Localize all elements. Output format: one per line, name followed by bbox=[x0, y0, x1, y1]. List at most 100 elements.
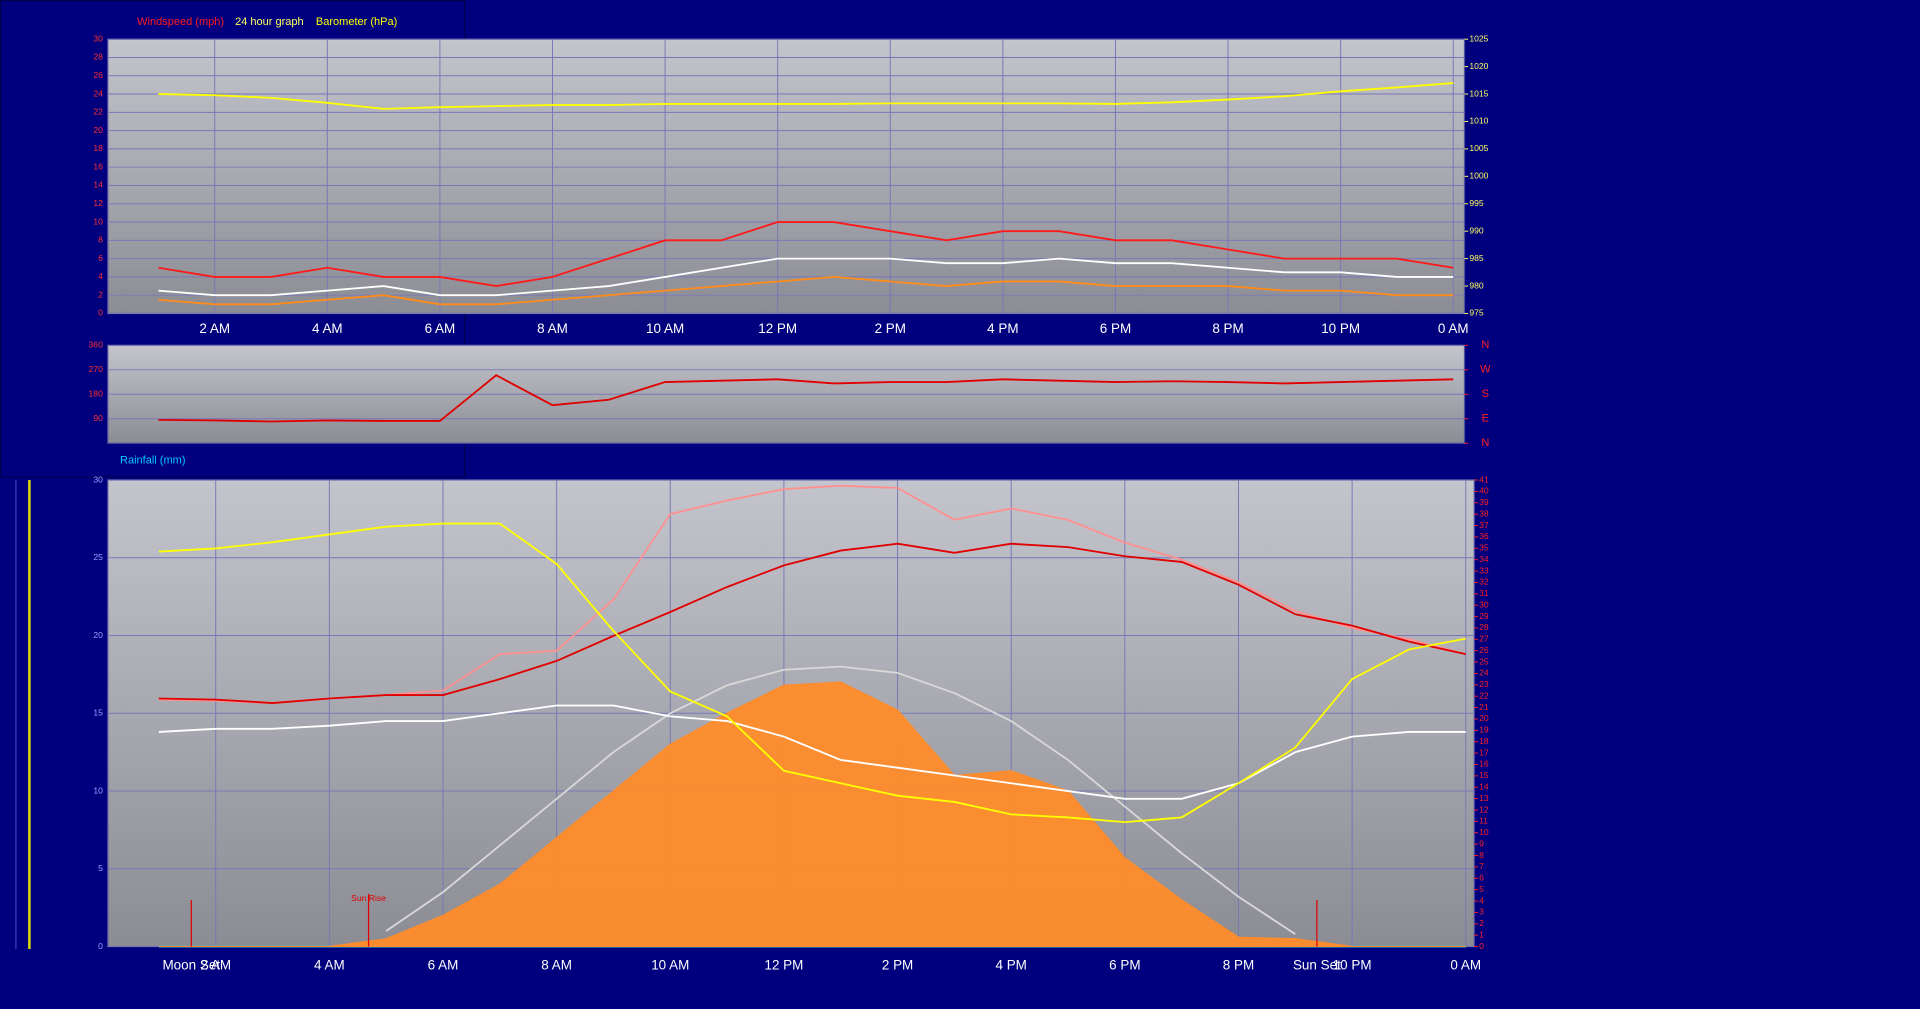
y2-tick-label: 16 bbox=[1479, 759, 1489, 769]
y2-tick-label: N bbox=[1481, 437, 1489, 449]
line bbox=[385, 665, 1296, 935]
y-tick-label: 24 bbox=[93, 88, 103, 98]
y2-tick-label: 15 bbox=[1479, 770, 1489, 780]
y2-tick-label: 990 bbox=[1469, 225, 1484, 235]
line bbox=[158, 374, 1454, 423]
legend-entry: Barometer (hPa) bbox=[316, 16, 397, 28]
y-tick-label: 10 bbox=[93, 785, 103, 795]
chart-title: 24 hour graph bbox=[235, 16, 304, 28]
x-tick-label: 0 AM bbox=[1438, 321, 1469, 336]
y2-tick-label: 17 bbox=[1479, 747, 1489, 757]
y-tick-label: 12 bbox=[93, 198, 103, 208]
legend-entry: Windspeed (mph) bbox=[137, 16, 224, 28]
y2-tick-label: 22 bbox=[1479, 690, 1489, 700]
y2-tick-label: 31 bbox=[1479, 588, 1489, 598]
annotation: Moon Set bbox=[162, 958, 220, 973]
y-tick-label: 16 bbox=[93, 161, 103, 171]
x-tick-label: 8 AM bbox=[541, 958, 572, 973]
x-tick-label: 6 PM bbox=[1109, 958, 1140, 973]
x-tick-label: 0 AM bbox=[1450, 958, 1481, 973]
x-tick-label: 2 PM bbox=[882, 958, 913, 973]
y2-tick-label: 1010 bbox=[1469, 116, 1488, 126]
line bbox=[158, 542, 1466, 704]
y2-tick-label: 39 bbox=[1479, 497, 1489, 507]
y2-tick-label: 1000 bbox=[1469, 171, 1488, 181]
y2-tick-label: 20 bbox=[1479, 713, 1489, 723]
y2-tick-label: 33 bbox=[1479, 565, 1489, 575]
y2-tick-label: 36 bbox=[1479, 531, 1489, 541]
y2-tick-label: 985 bbox=[1469, 253, 1484, 263]
y2-tick-label: 27 bbox=[1479, 634, 1489, 644]
y2-tick-label: 12 bbox=[1479, 804, 1489, 814]
y2-tick-label: 32 bbox=[1479, 577, 1489, 587]
x-tick-label: 6 AM bbox=[425, 321, 456, 336]
line bbox=[158, 82, 1454, 110]
y2-tick-label: 9 bbox=[1479, 838, 1484, 848]
y2-tick-label: 1005 bbox=[1469, 143, 1488, 153]
x-tick-label: 4 AM bbox=[312, 321, 343, 336]
y2-tick-label: 19 bbox=[1479, 725, 1489, 735]
legend-entry: Rainfall (mm) bbox=[120, 454, 186, 466]
x-tick-label: 4 AM bbox=[314, 958, 345, 973]
x-tick-label: 4 PM bbox=[987, 321, 1018, 336]
plot-area bbox=[107, 38, 1466, 315]
line bbox=[158, 221, 1454, 287]
y2-tick-label: 13 bbox=[1479, 793, 1489, 803]
y2-tick-label: 3 bbox=[1479, 907, 1484, 917]
y-tick-label: 15 bbox=[93, 708, 103, 718]
y2-tick-label: 28 bbox=[1479, 622, 1489, 632]
y2-tick-label: 1020 bbox=[1469, 61, 1488, 71]
y2-tick-label: 21 bbox=[1479, 702, 1489, 712]
y2-tick-label: N bbox=[1481, 339, 1489, 351]
y2-tick-label: 980 bbox=[1469, 280, 1484, 290]
y2-tick-label: 5 bbox=[1479, 884, 1484, 894]
x-tick-label: 10 AM bbox=[646, 321, 684, 336]
y2-tick-label: 18 bbox=[1479, 736, 1489, 746]
y-tick-label: 26 bbox=[93, 70, 103, 80]
y2-tick-label: 8 bbox=[1479, 850, 1484, 860]
x-tick-label: 10 PM bbox=[1333, 958, 1372, 973]
y2-tick-label: 1015 bbox=[1469, 88, 1488, 98]
y2-tick-label: 24 bbox=[1479, 668, 1489, 678]
y2-tick-label: 6 bbox=[1479, 873, 1484, 883]
x-tick-label: 2 PM bbox=[875, 321, 906, 336]
y-tick-label: 360 bbox=[89, 340, 104, 350]
y2-tick-label: 7 bbox=[1479, 861, 1484, 871]
y-tick-label: 8 bbox=[98, 235, 103, 245]
y-tick-label: 0 bbox=[98, 941, 103, 951]
x-tick-label: 8 PM bbox=[1212, 321, 1243, 336]
y-tick-label: 14 bbox=[93, 180, 103, 190]
y2-tick-label: 35 bbox=[1479, 543, 1489, 553]
area bbox=[158, 681, 1466, 948]
y2-tick-label: 30 bbox=[1479, 599, 1489, 609]
y-tick-label: 18 bbox=[93, 143, 103, 153]
y2-tick-label: 26 bbox=[1479, 645, 1489, 655]
annotation: Sun Rise bbox=[351, 893, 386, 903]
y2-tick-label: 25 bbox=[1479, 656, 1489, 666]
y2-tick-label: 975 bbox=[1469, 308, 1484, 318]
y2-tick-label: 0 bbox=[1479, 941, 1484, 951]
y2-tick-label: 1025 bbox=[1469, 33, 1488, 43]
y-tick-label: 0 bbox=[98, 308, 103, 318]
y2-tick-label: S bbox=[1482, 388, 1489, 400]
y-tick-label: 28 bbox=[93, 52, 103, 62]
x-tick-label: 10 PM bbox=[1321, 321, 1360, 336]
y2-tick-label: 4 bbox=[1479, 895, 1484, 905]
y-tick-label: 180 bbox=[89, 389, 104, 399]
y2-tick-label: 10 bbox=[1479, 827, 1489, 837]
y-tick-label: 10 bbox=[93, 216, 103, 226]
y-tick-label: 20 bbox=[93, 630, 103, 640]
line bbox=[158, 522, 1466, 824]
y-tick-label: 6 bbox=[98, 253, 103, 263]
y-tick-label: 90 bbox=[93, 413, 103, 423]
x-tick-label: 6 PM bbox=[1100, 321, 1131, 336]
y2-tick-label: 995 bbox=[1469, 198, 1484, 208]
y-tick-label: 2 bbox=[98, 289, 103, 299]
line bbox=[158, 275, 1454, 306]
y-tick-label: 20 bbox=[93, 125, 103, 135]
y-tick-label: 30 bbox=[93, 33, 103, 43]
y2-tick-label: 41 bbox=[1479, 474, 1489, 484]
y2-tick-label: 2 bbox=[1479, 918, 1484, 928]
annotation: Sun Set bbox=[1293, 958, 1341, 973]
